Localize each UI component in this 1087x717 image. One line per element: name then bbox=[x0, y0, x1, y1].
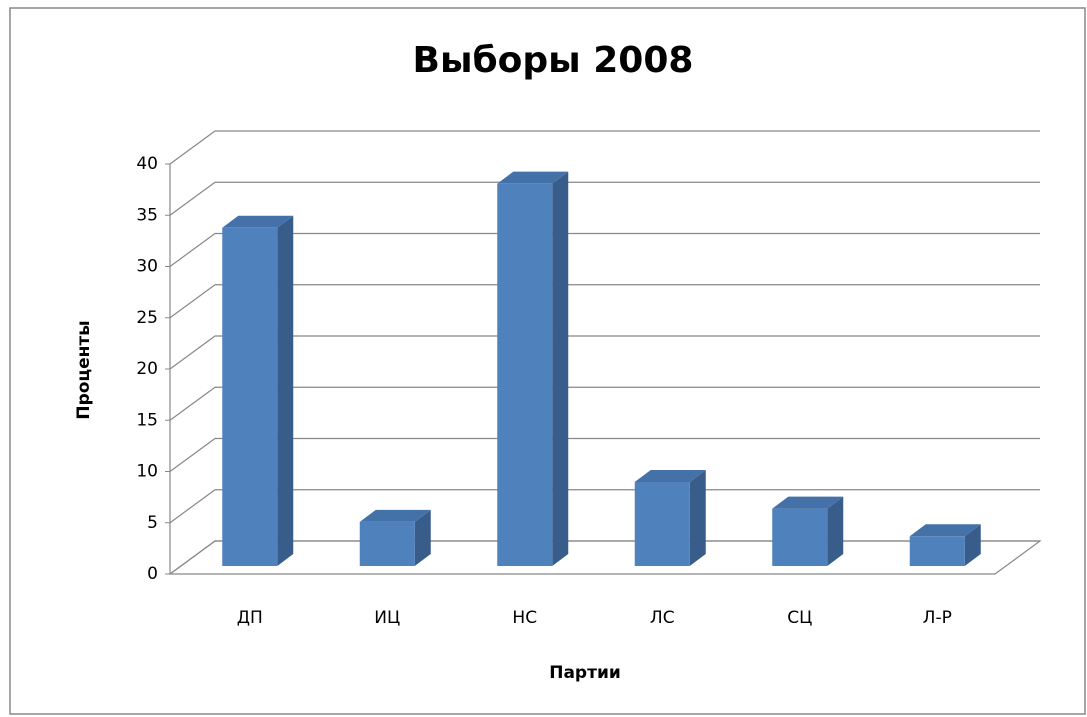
x-tick-label: Л-Р bbox=[923, 608, 952, 628]
grid-line bbox=[169, 540, 1040, 575]
bar-top bbox=[909, 524, 981, 537]
bar-side bbox=[552, 171, 569, 567]
y-tick-label: 20 bbox=[136, 359, 158, 379]
bar-front bbox=[222, 227, 278, 566]
y-tick-label: 10 bbox=[136, 462, 158, 482]
bar bbox=[359, 509, 431, 566]
x-axis-label: Партии bbox=[549, 663, 621, 683]
bar-side bbox=[277, 215, 294, 566]
y-tick-label: 40 bbox=[136, 154, 158, 174]
bar-front bbox=[772, 508, 828, 566]
chart-title: Выборы 2008 bbox=[413, 40, 694, 81]
grid-line bbox=[169, 181, 1040, 216]
grid-line bbox=[169, 335, 1040, 370]
grid-line bbox=[169, 437, 1040, 472]
x-tick-label: СЦ bbox=[787, 608, 812, 628]
y-tick-label: 25 bbox=[136, 308, 158, 328]
x-tick-label: ДП bbox=[237, 608, 263, 628]
bar-top bbox=[359, 509, 431, 522]
grid-line bbox=[169, 386, 1040, 421]
x-tick-label: ЛС bbox=[650, 608, 675, 628]
bar-side bbox=[827, 496, 844, 566]
x-tick-label: ИЦ bbox=[374, 608, 400, 628]
bar-front bbox=[634, 481, 690, 566]
bar bbox=[772, 496, 844, 566]
bar-front bbox=[497, 183, 553, 567]
grid-line bbox=[169, 489, 1040, 524]
bar-side bbox=[689, 469, 706, 566]
bar-side bbox=[964, 524, 981, 566]
bar-front bbox=[909, 536, 965, 566]
bar-top bbox=[772, 496, 844, 509]
bar-top bbox=[497, 171, 569, 184]
bar-top bbox=[222, 215, 294, 228]
y-tick-label: 5 bbox=[147, 513, 158, 533]
bar bbox=[497, 171, 569, 567]
grid-line bbox=[169, 284, 1040, 319]
y-tick-label: 30 bbox=[136, 257, 158, 277]
bar bbox=[634, 469, 706, 566]
bar bbox=[909, 524, 981, 566]
bar-side bbox=[414, 509, 431, 566]
y-axis-label: Проценты bbox=[74, 320, 94, 419]
grid-line bbox=[169, 130, 1040, 165]
bar-front bbox=[359, 521, 415, 566]
y-tick-label: 0 bbox=[147, 564, 158, 584]
y-tick-label: 15 bbox=[136, 410, 158, 430]
x-tick-label: НС bbox=[512, 608, 537, 628]
grid-line bbox=[169, 232, 1040, 267]
bar bbox=[222, 215, 294, 566]
bar-top bbox=[634, 469, 706, 482]
y-tick-label: 35 bbox=[136, 205, 158, 225]
